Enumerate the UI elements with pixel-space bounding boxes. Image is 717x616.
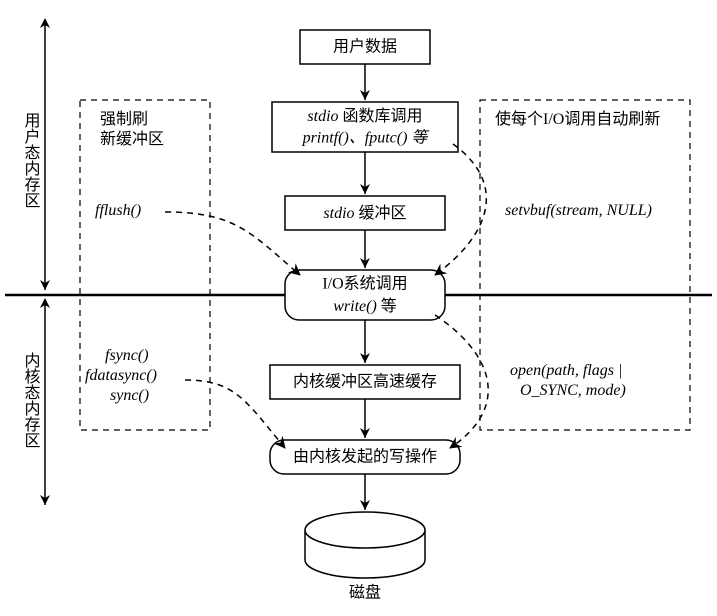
right-fn-open-1: open(path, flags |: [510, 362, 622, 379]
kernel-label: 内核态内存区: [22, 352, 41, 448]
node-label: 内核缓冲区高速缓存: [293, 373, 437, 391]
arrow-fflush: [165, 212, 300, 275]
node-disk: 磁盘: [305, 512, 425, 602]
node-label: stdio 缓冲区: [323, 204, 406, 222]
node-label-sub: printf()、fputc() 等: [302, 129, 431, 147]
node-kernel-write: 由内核发起的写操作: [270, 440, 460, 474]
left-fn-fsync: fsync(): [105, 347, 149, 364]
left-title-1: 强制刷: [100, 110, 148, 128]
node-user-data: 用户数据: [300, 30, 430, 64]
right-title: 使每个I/O调用自动刷新: [495, 110, 660, 128]
io-buffer-diagram: 用户数据 stdio 函数库调用 printf()、fputc() 等 stdi…: [0, 0, 717, 616]
left-fn-fflush: fflush(): [95, 202, 141, 219]
user-label: 用户态内存区: [22, 112, 41, 208]
node-io-syscall: I/O系统调用 write() 等: [285, 270, 445, 320]
node-kernel-buffer: 内核缓冲区高速缓存: [270, 365, 460, 399]
right-fn-open-2: O_SYNC, mode): [520, 382, 626, 399]
node-label-sub: write() 等: [333, 297, 397, 315]
disk-label: 磁盘: [349, 583, 381, 602]
node-label: 由内核发起的写操作: [293, 448, 437, 466]
right-fn-setvbuf: setvbuf(stream, NULL): [505, 202, 652, 219]
node-label: I/O系统调用: [322, 275, 407, 293]
left-fn-fdatasync: fdatasync(): [85, 367, 157, 384]
left-title-2: 新缓冲区: [100, 130, 164, 148]
node-label: stdio 函数库调用: [307, 107, 422, 125]
node-stdio-buffer: stdio 缓冲区: [285, 196, 445, 230]
node-stdio-call: stdio 函数库调用 printf()、fputc() 等: [272, 102, 458, 152]
left-fn-sync: sync(): [110, 387, 149, 404]
node-label: 用户数据: [333, 38, 397, 56]
right-dashed-box: [480, 100, 690, 430]
